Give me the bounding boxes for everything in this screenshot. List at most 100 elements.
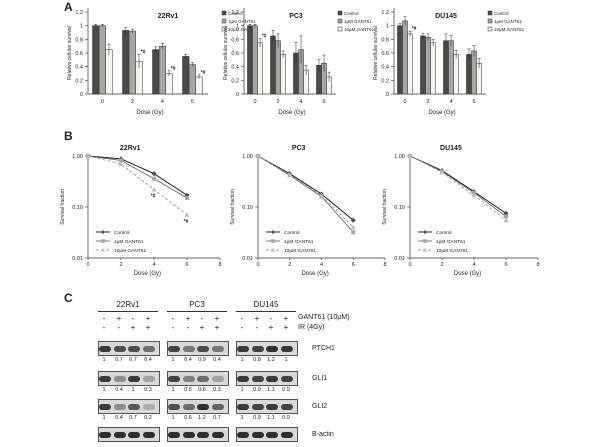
legend-label: 10µM GANT61 bbox=[114, 248, 146, 254]
legend-marker bbox=[271, 248, 275, 252]
bar bbox=[466, 54, 472, 95]
data-point bbox=[439, 169, 445, 175]
x-tick-label: 0 bbox=[256, 262, 259, 268]
x-tick-label: 2 bbox=[288, 262, 291, 268]
legend-marker bbox=[101, 248, 105, 252]
y-tick-label: 0.10 bbox=[72, 205, 83, 211]
legend-label: 1µM GANT61 bbox=[494, 19, 522, 24]
y-axis-label: Relative cellular survival bbox=[67, 26, 73, 80]
y-tick-label: 1.2 bbox=[231, 10, 239, 16]
y-tick-label: 0.4 bbox=[231, 65, 239, 71]
x-tick-label: 2 bbox=[427, 99, 430, 105]
y-tick-label: 0.01 bbox=[394, 256, 405, 262]
legend-label: Control bbox=[494, 11, 509, 16]
legend-swatch bbox=[221, 18, 227, 24]
data-point bbox=[319, 192, 324, 198]
significance-mark: *# bbox=[262, 34, 267, 40]
data-point bbox=[503, 217, 509, 223]
y-tick-label: 0.10 bbox=[394, 205, 405, 211]
x-tick-label: 2 bbox=[277, 99, 280, 105]
data-point bbox=[350, 224, 356, 230]
x-tick-label: 6 bbox=[352, 262, 355, 268]
chart-title: DU145 bbox=[440, 145, 462, 152]
bar bbox=[397, 25, 403, 95]
series-line bbox=[257, 155, 354, 233]
y-tick-label: 0.2 bbox=[231, 78, 239, 84]
data-point bbox=[119, 158, 123, 163]
legend-label: Control bbox=[344, 11, 359, 16]
x-axis-label: Dose (Gy) bbox=[428, 110, 455, 116]
bar bbox=[105, 49, 113, 95]
legend-marker bbox=[271, 230, 275, 234]
y-tick-label: 1 bbox=[236, 24, 239, 30]
bar bbox=[425, 37, 431, 95]
legend-swatch bbox=[337, 18, 343, 24]
bar bbox=[182, 56, 190, 95]
series-line bbox=[257, 155, 354, 221]
legend-label: Control bbox=[284, 230, 299, 236]
data-point bbox=[504, 214, 508, 219]
bar bbox=[443, 40, 449, 95]
data-point bbox=[151, 187, 157, 192]
x-tick-label: 4 bbox=[161, 99, 164, 105]
data-point bbox=[471, 192, 477, 198]
x-tick-label: 0 bbox=[101, 99, 104, 105]
bar bbox=[280, 54, 286, 95]
y-tick-label: 1.2 bbox=[75, 10, 83, 16]
x-tick-label: 4 bbox=[300, 99, 303, 105]
x-tick-label: 0 bbox=[404, 99, 407, 105]
bar bbox=[430, 42, 436, 95]
series-line bbox=[409, 155, 507, 221]
y-tick-label: 0.01 bbox=[242, 256, 253, 262]
legend-label: 10µM GANT61 bbox=[228, 27, 259, 32]
y-tick-label: 0.6 bbox=[75, 51, 83, 57]
data-point bbox=[407, 153, 413, 158]
bar bbox=[407, 33, 413, 95]
x-tick-label: 2 bbox=[119, 262, 122, 268]
legend-label: 1µM GANT61 bbox=[284, 239, 314, 245]
legend-swatch bbox=[337, 10, 343, 16]
significance-mark: *# bbox=[201, 70, 206, 76]
y-axis-label: Relative cellular survival bbox=[373, 26, 379, 80]
y-tick-label: 0.8 bbox=[381, 37, 389, 43]
data-point bbox=[184, 212, 190, 217]
y-tick-label: 0 bbox=[236, 92, 239, 98]
x-tick-label: 0 bbox=[86, 262, 89, 268]
legend-label: 1µM GANT61 bbox=[436, 239, 466, 245]
bar bbox=[188, 64, 196, 95]
series-line bbox=[409, 155, 507, 214]
chart-title: PC3 bbox=[292, 145, 306, 152]
bar bbox=[275, 40, 281, 95]
legend-label: Control bbox=[114, 230, 129, 236]
legend-label: Control bbox=[228, 11, 243, 16]
data-point bbox=[151, 171, 157, 177]
y-tick-label: 1 bbox=[80, 24, 83, 30]
legend-label: 1µM GANT61 bbox=[114, 239, 144, 245]
y-tick-label: 1.00 bbox=[394, 154, 405, 160]
y-tick-label: 1.00 bbox=[242, 154, 253, 160]
y-tick-label: 0.2 bbox=[381, 78, 389, 84]
legend-label: 10µM GANT61 bbox=[284, 248, 316, 254]
bar bbox=[420, 35, 426, 95]
series-line bbox=[87, 155, 188, 216]
significance-mark: *# bbox=[151, 194, 156, 200]
data-point bbox=[351, 230, 356, 235]
legend-swatch bbox=[337, 26, 343, 32]
x-tick-label: 6 bbox=[323, 99, 326, 105]
x-tick-label: 6 bbox=[185, 262, 188, 268]
chart-title: PC3 bbox=[289, 13, 303, 20]
legend-marker bbox=[271, 239, 275, 243]
y-tick-label: 0.4 bbox=[381, 65, 389, 71]
series-line bbox=[87, 155, 188, 196]
x-tick-label: 2 bbox=[131, 99, 134, 105]
x-tick-label: 4 bbox=[472, 262, 475, 268]
legend-swatch bbox=[221, 10, 227, 16]
x-tick-label: 4 bbox=[152, 262, 155, 268]
x-axis-label: Dose (Gy) bbox=[136, 110, 163, 116]
x-tick-label: 0 bbox=[408, 262, 411, 268]
y-tick-label: 0.6 bbox=[381, 51, 389, 57]
y-axis-label: Survival fraction bbox=[230, 189, 236, 225]
bar bbox=[122, 30, 130, 95]
y-axis-label: Survival fraction bbox=[382, 189, 388, 225]
x-tick-label: 8 bbox=[536, 262, 539, 268]
